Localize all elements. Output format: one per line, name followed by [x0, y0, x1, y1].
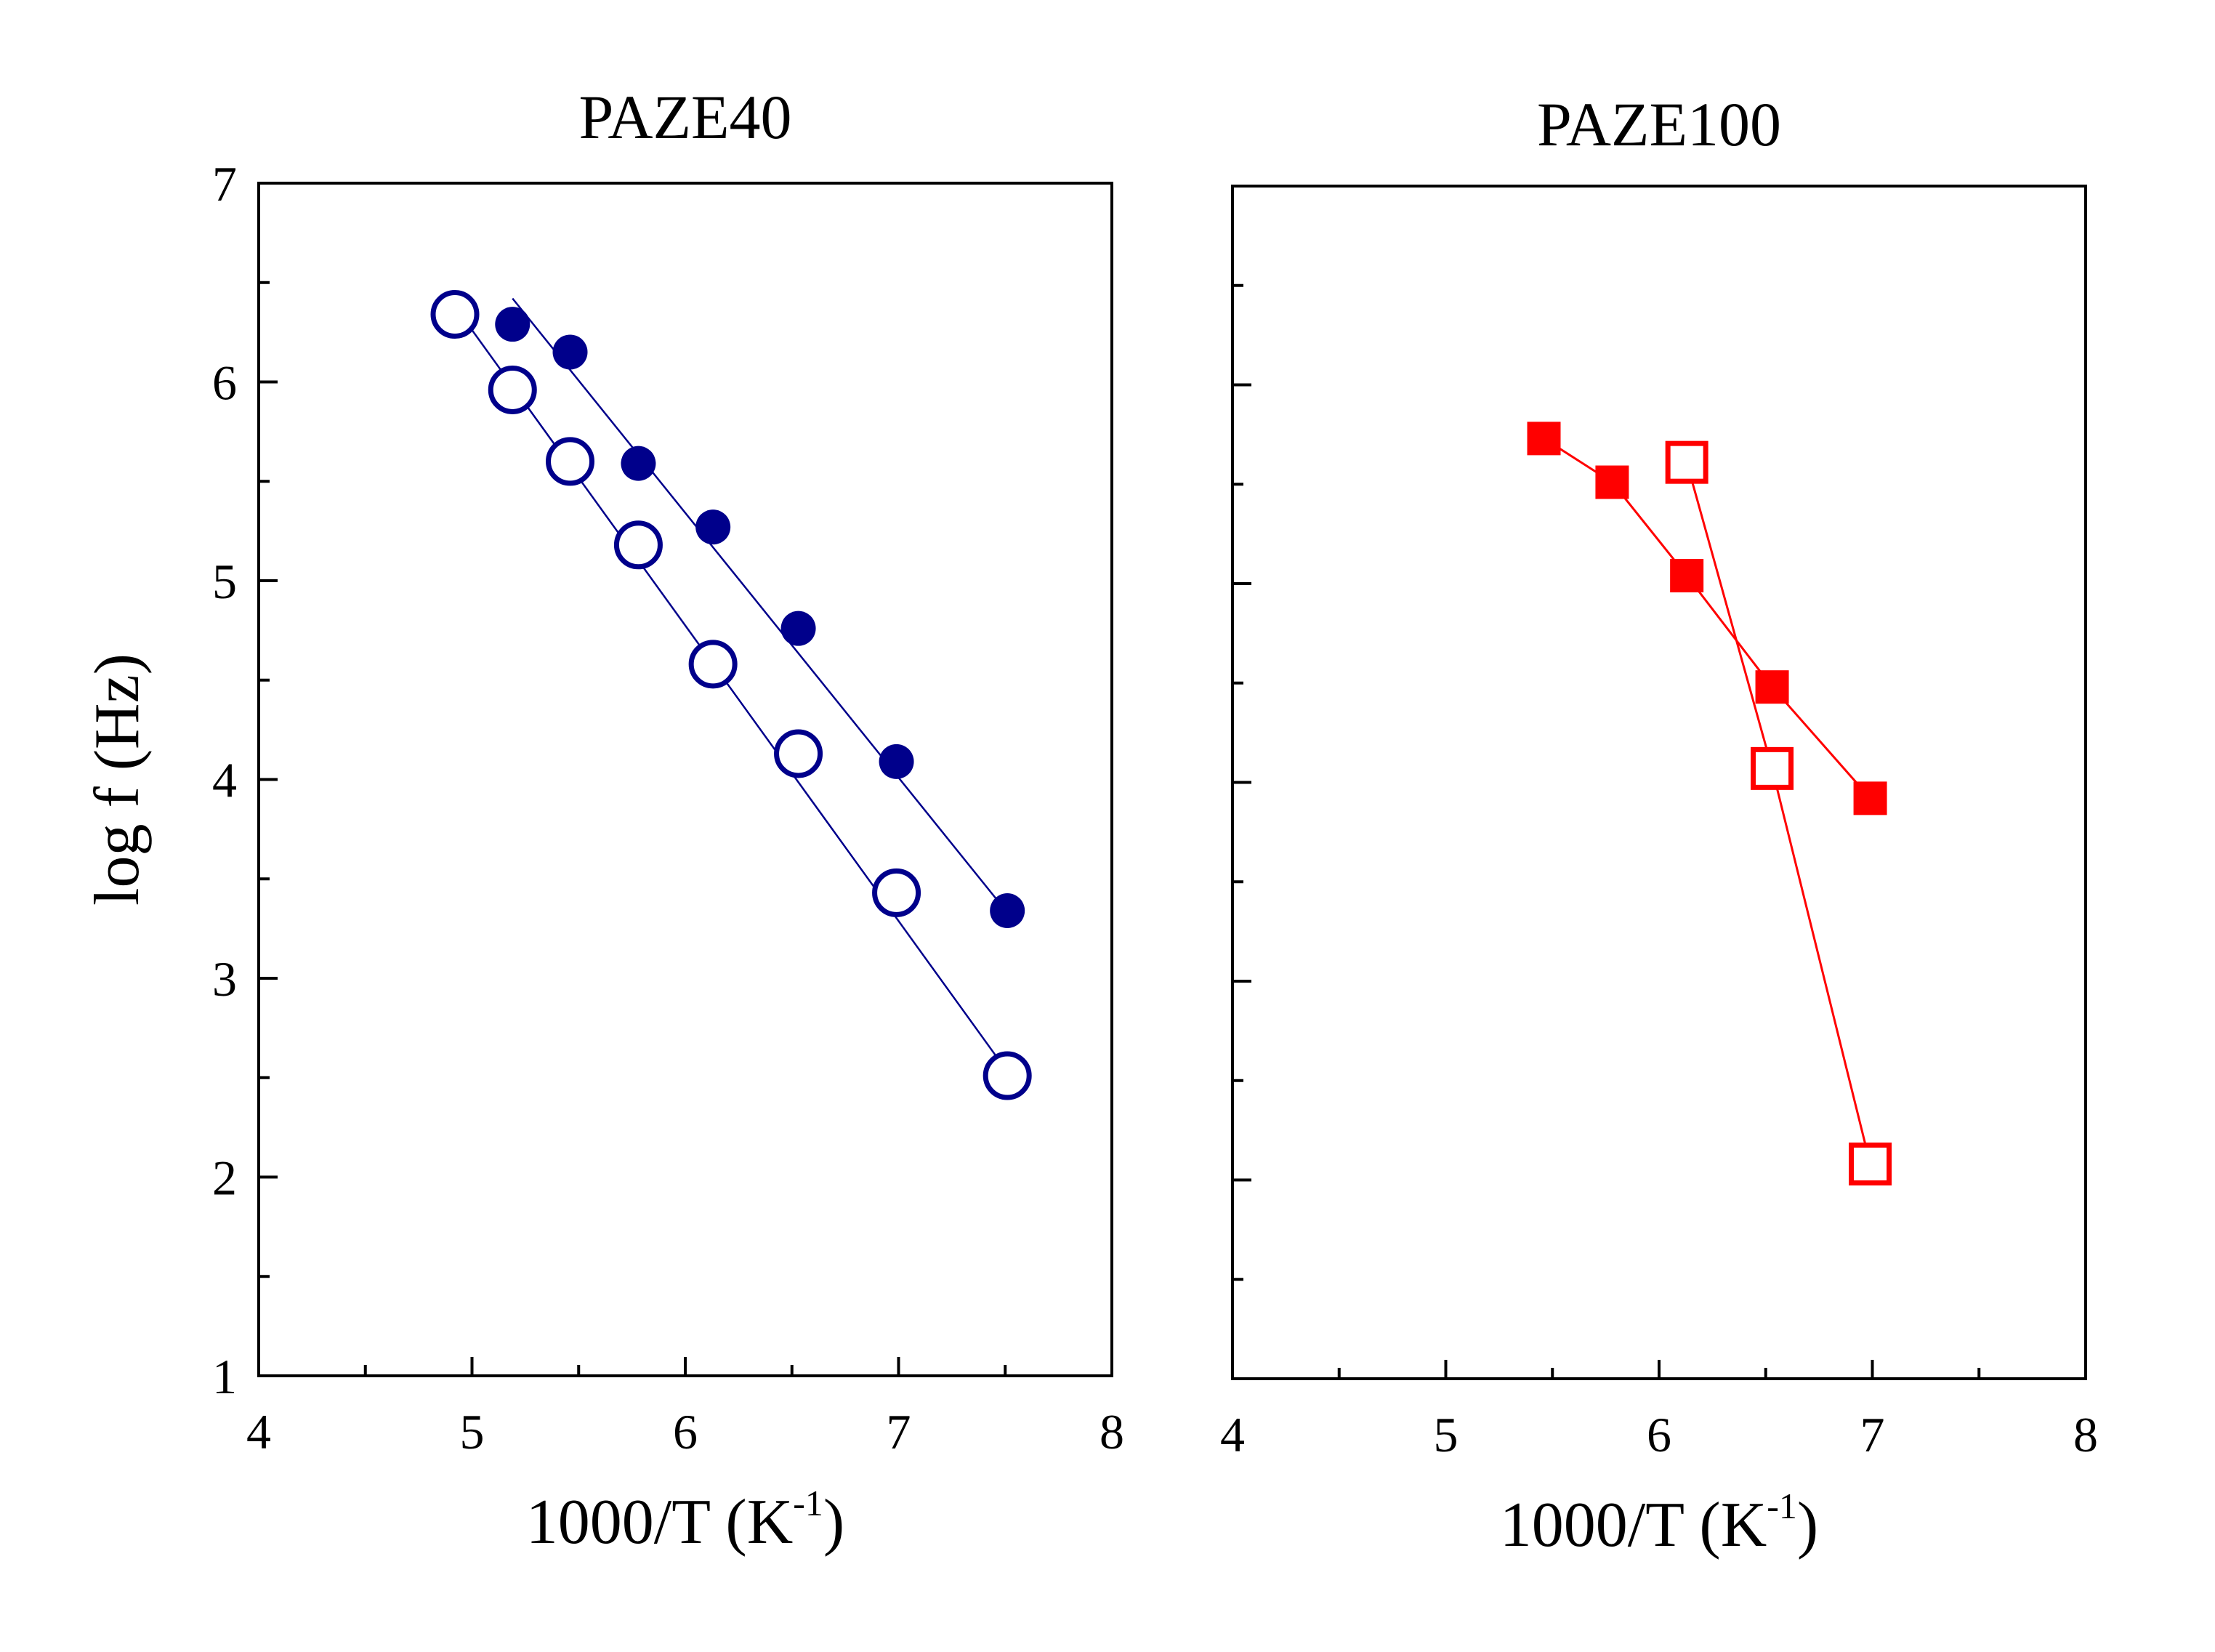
y-tick-label: 4 [212, 753, 237, 808]
data-point-open-circles [774, 729, 823, 778]
x-tick-label: 8 [2073, 1407, 2098, 1462]
data-point-open-squares [1751, 746, 1794, 790]
data-point-open-circles [983, 1051, 1032, 1100]
data-point-open-circles [430, 290, 480, 339]
chart-title: PAZE100 [1537, 89, 1781, 159]
x-tick-label: 5 [1434, 1407, 1458, 1462]
y-tick-label: 1 [212, 1349, 237, 1404]
y-tick-label: 2 [212, 1151, 237, 1206]
chart-paze40: 4 5 6 7 8 1 2 3 4 5 6 7 PAZE40 1000/T (K-1) log f (Hz) [82, 82, 1124, 1558]
data-point-open-circles [688, 640, 738, 689]
y-axis-label: log f (Hz) [82, 653, 153, 906]
x-axis-label: 1000/T (K-1) [526, 1483, 844, 1558]
data-point-open-circles [488, 365, 537, 414]
plot-frame [257, 182, 1113, 1377]
data-point-filled-circles [621, 446, 656, 481]
chart-title: PAZE40 [578, 82, 791, 152]
y-tick-label: 6 [212, 355, 237, 411]
data-point-filled-circles [495, 307, 530, 342]
fit-line-filled-circles [512, 297, 1009, 914]
x-tick-label: 7 [1860, 1407, 1885, 1462]
series-line-filled-squares [1543, 438, 1871, 799]
data-point-filled-squares [1755, 670, 1789, 704]
data-point-filled-squares [1527, 422, 1561, 456]
y-tick-label: 5 [212, 554, 237, 609]
data-point-open-squares [1849, 1143, 1892, 1186]
x-tick-label: 6 [1647, 1407, 1671, 1462]
x-tick-label: 5 [460, 1404, 485, 1459]
series-line-open-squares [1685, 462, 1872, 1164]
x-tick-label: 4 [1220, 1407, 1245, 1462]
data-point-filled-circles [879, 744, 914, 779]
chart-paze100: 4 5 6 7 8 PAZE100 1000/T (K-1) [1220, 89, 2098, 1560]
x-tick-label: 6 [673, 1404, 698, 1459]
x-tick-label: 8 [1100, 1404, 1124, 1459]
data-point-open-circles [546, 437, 595, 486]
data-point-filled-squares [1595, 465, 1629, 499]
x-tick-label: 7 [887, 1404, 911, 1459]
data-point-filled-squares [1853, 781, 1887, 815]
x-tick-label: 4 [246, 1404, 271, 1459]
data-point-filled-circles [780, 611, 816, 646]
data-point-open-squares [1665, 440, 1708, 484]
y-tick-label: 7 [212, 156, 237, 211]
x-axis-label: 1000/T (K-1) [1500, 1486, 1818, 1560]
data-point-filled-circles [695, 509, 731, 545]
data-point-open-circles [613, 520, 663, 570]
data-point-filled-circles [990, 893, 1025, 929]
plot-frame [1231, 185, 2087, 1380]
fit-line-open-circles [454, 305, 1009, 1073]
data-point-filled-squares [1670, 559, 1704, 593]
y-tick-label: 3 [212, 951, 237, 1007]
data-point-open-circles [872, 868, 921, 917]
data-point-filled-circles [552, 334, 588, 370]
